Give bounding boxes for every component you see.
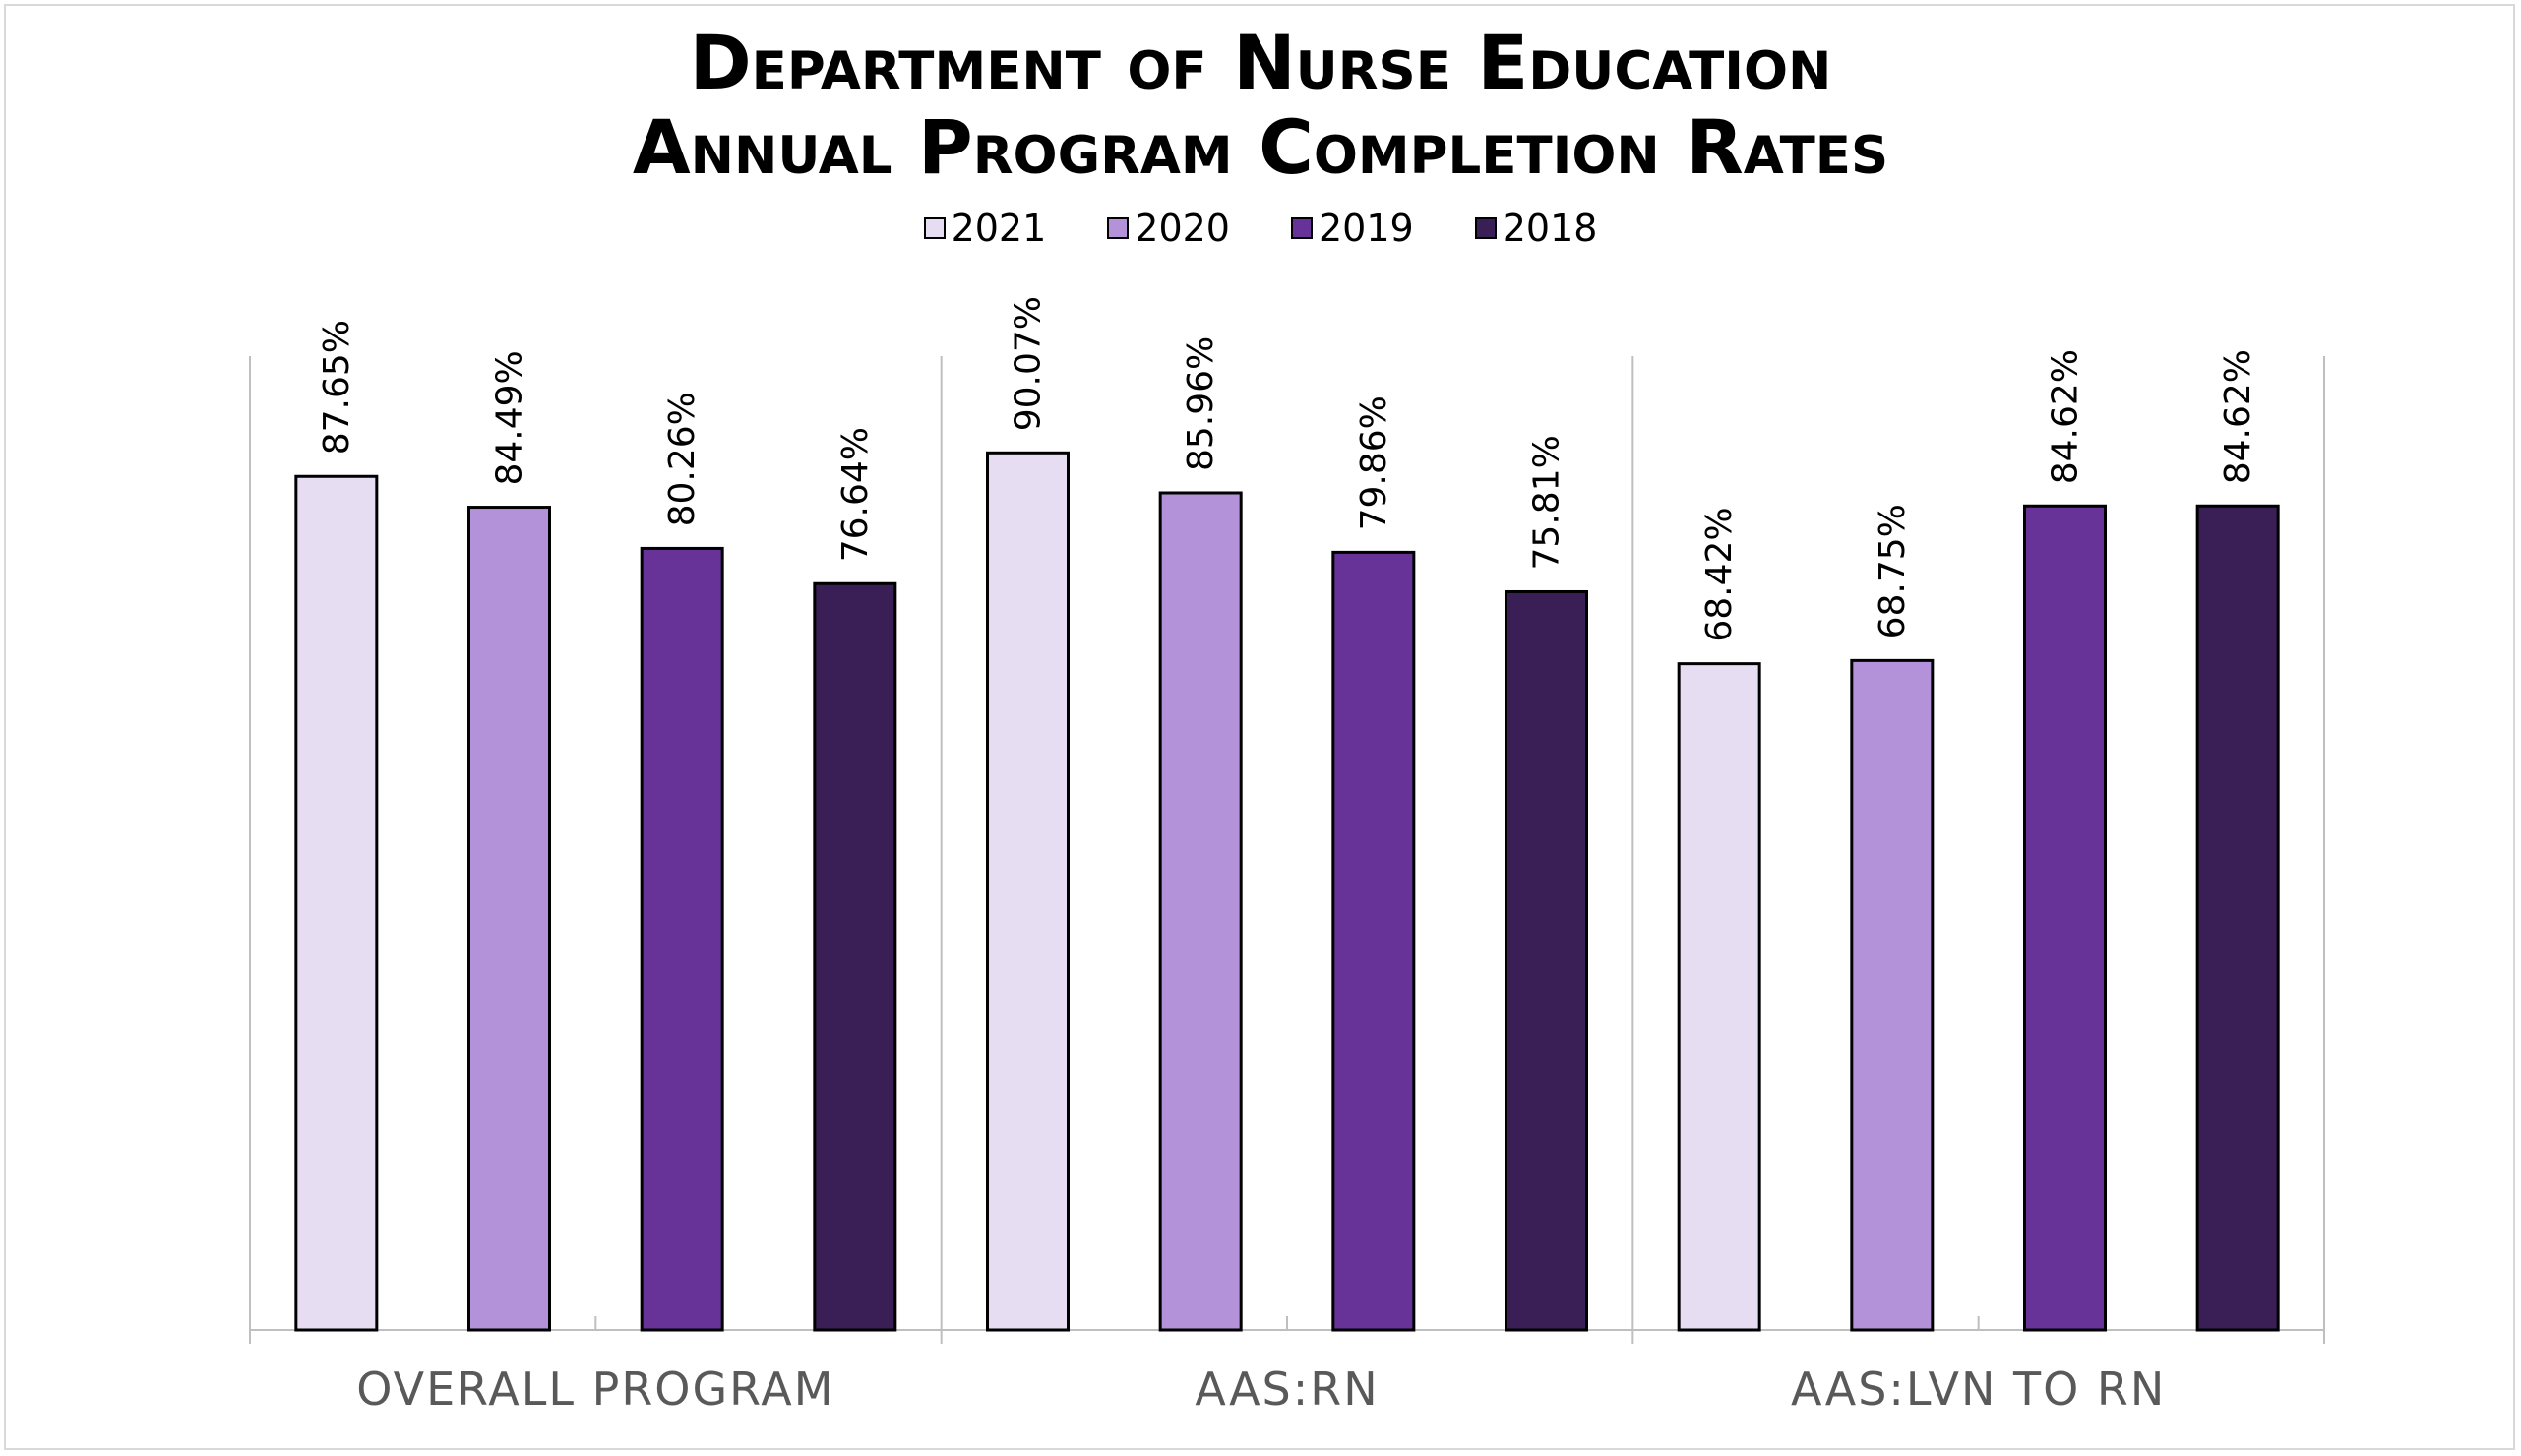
legend-label: 2018 [1502,207,1598,250]
bar [1158,491,1243,1332]
data-label: 79.86% [1354,395,1394,530]
data-label: 76.64% [835,427,876,562]
legend: 2021 2020 2019 2018 [0,201,2521,256]
bar [1677,662,1761,1332]
legend-swatch [1291,217,1313,239]
data-label: 87.65% [317,320,357,455]
data-label: 75.81% [1527,435,1568,570]
data-label: 80.26% [662,392,703,526]
legend-swatch [923,217,946,239]
chart-title: Department of Nurse Education [689,19,1832,106]
legend-swatch [1107,217,1130,239]
legend-label: 2020 [1135,207,1230,250]
bar [467,506,551,1332]
bar [1850,658,1935,1332]
bar [294,474,379,1332]
legend-item-2021: 2021 [923,207,1047,250]
bar [813,581,897,1332]
data-label: 84.62% [2046,349,2086,484]
bar [986,451,1070,1332]
data-label: 84.62% [2218,349,2258,484]
legend-swatch [1474,217,1497,239]
bar [2195,504,2280,1332]
x-tick-label: OVERALL PROGRAM [356,1363,834,1416]
legend-item-2019: 2019 [1291,207,1414,250]
legend-item-2018: 2018 [1474,207,1598,250]
data-label: 84.49% [490,350,530,485]
bar [640,546,724,1332]
chart-subtitle: Annual Program Completion Rates [632,103,1889,191]
x-tick-label: AAS:RN [1195,1363,1379,1416]
legend-item-2020: 2020 [1107,207,1230,250]
legend-label: 2021 [951,207,1047,250]
bar [1505,589,1588,1332]
data-label: 68.75% [1873,504,1913,638]
legend-label: 2019 [1319,207,1414,250]
data-label: 85.96% [1181,336,1221,471]
x-tick-label: AAS:LVN TO RN [1791,1363,2166,1416]
chart-frame [4,4,2515,1450]
data-label: 68.42% [1699,507,1740,641]
data-label: 90.07% [1009,296,1049,431]
bar [1331,550,1416,1332]
bar [2023,504,2107,1332]
